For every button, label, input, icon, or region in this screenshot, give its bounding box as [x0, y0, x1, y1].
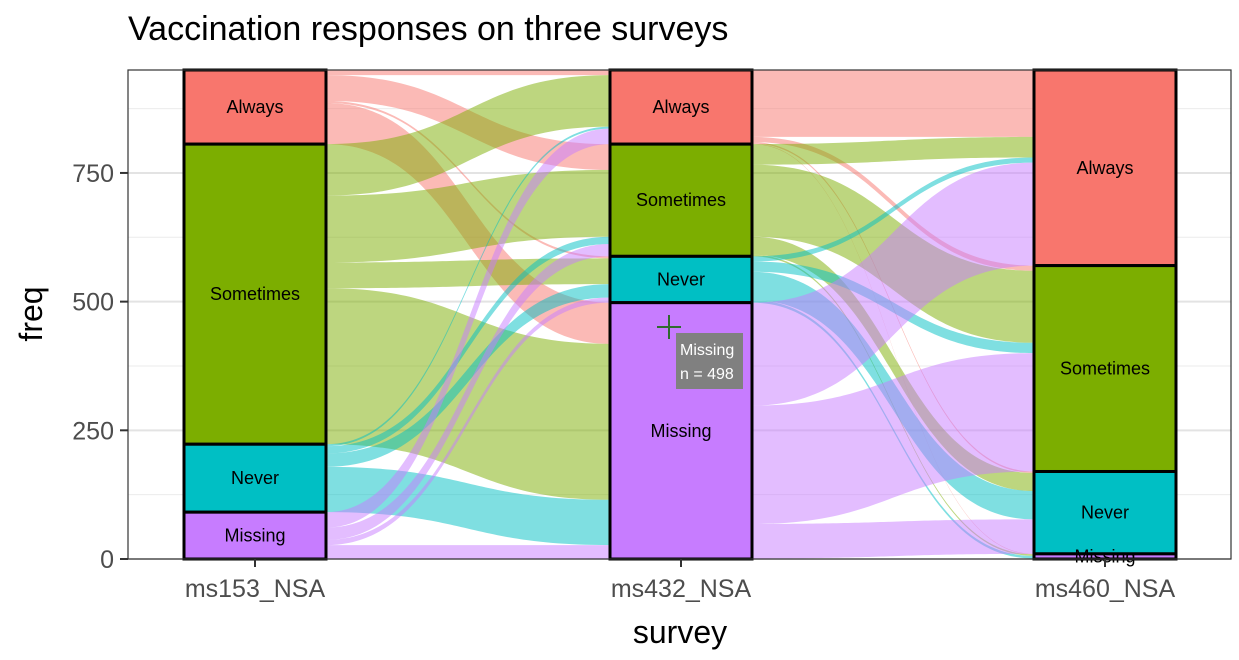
flow-always-to-missing: [752, 143, 1034, 555]
y-axis-title: freq: [13, 286, 49, 341]
stratum-label: Always: [226, 97, 283, 117]
flow-always-to-never: [326, 100, 610, 259]
y-axis: 0 250 500 750: [72, 160, 128, 574]
x-tick-label: ms432_NSA: [611, 575, 752, 603]
stratum-never: [608, 254, 754, 305]
stratum-label: Missing: [1074, 546, 1135, 566]
stratum-label: Never: [1081, 503, 1129, 523]
tooltip-box: [676, 333, 743, 389]
flow-missing-to-sometimes: [752, 353, 1034, 524]
y-tick-label: 0: [100, 546, 114, 574]
y-tick-label: 750: [72, 160, 114, 188]
flow-sometimes-to-never: [752, 236, 1034, 492]
stratum-always: [608, 68, 754, 146]
stratum-never: [1032, 469, 1178, 556]
flow-never-to-never: [326, 284, 610, 467]
tooltip-category: Missing: [680, 342, 734, 359]
tooltip-count: n = 498: [680, 366, 734, 383]
plot-panel: Always Sometimes Never Missing Always Sometim…: [127, 68, 1232, 566]
stratum-label: Missing: [650, 421, 711, 441]
stratum-missing: [182, 510, 328, 561]
flow-missing-to-always: [326, 128, 610, 528]
flow-sometimes-to-always: [326, 75, 610, 196]
flow-never-to-sometimes: [326, 236, 610, 454]
flow-sometimes-to-always: [752, 136, 1034, 165]
y-tick-label: 250: [72, 417, 114, 445]
x-axis: ms153_NSA ms432_NSA ms460_NSA: [185, 559, 1176, 603]
stratum-label: Sometimes: [210, 284, 300, 304]
stratum-label: Missing: [224, 526, 285, 546]
y-tick-label: 500: [72, 289, 114, 317]
chart-title: Vaccination responses on three surveys: [128, 10, 728, 48]
stratum-sometimes: [182, 142, 328, 446]
flow-missing-to-always: [752, 162, 1034, 406]
stratum-label: Always: [652, 97, 709, 117]
stratum-label: Sometimes: [1060, 359, 1150, 379]
x-axis-title: survey: [633, 614, 727, 650]
x-tick-label: ms153_NSA: [185, 575, 326, 603]
stratum-sometimes: [608, 142, 754, 258]
flow-missing-to-missing: [326, 545, 610, 559]
x-tick-label: ms460_NSA: [1035, 575, 1176, 603]
flows: [326, 70, 1034, 559]
hover-tooltip: Missing n = 498: [657, 315, 743, 389]
stratum-label: Sometimes: [636, 190, 726, 210]
stratum-sometimes: [1032, 264, 1178, 473]
panel-border: [127, 69, 1232, 560]
stratum-label: Never: [231, 468, 279, 488]
stratum-label: Always: [1076, 158, 1133, 178]
flow-missing-to-never: [752, 519, 1034, 559]
flow-missing-to-sometimes: [326, 243, 610, 540]
flow-always-to-sometimes: [752, 136, 1034, 271]
stratum-label: Never: [657, 269, 705, 289]
flow-always-to-always: [326, 70, 610, 76]
flow-sometimes-to-sometimes: [326, 169, 610, 263]
flow-never-to-always: [326, 126, 610, 447]
strata: Always Sometimes Never Missing Always Sometim…: [182, 68, 1178, 566]
flow-always-to-always: [752, 70, 1034, 137]
flow-missing-to-never: [326, 297, 610, 546]
flow-never-to-always: [752, 157, 1034, 262]
